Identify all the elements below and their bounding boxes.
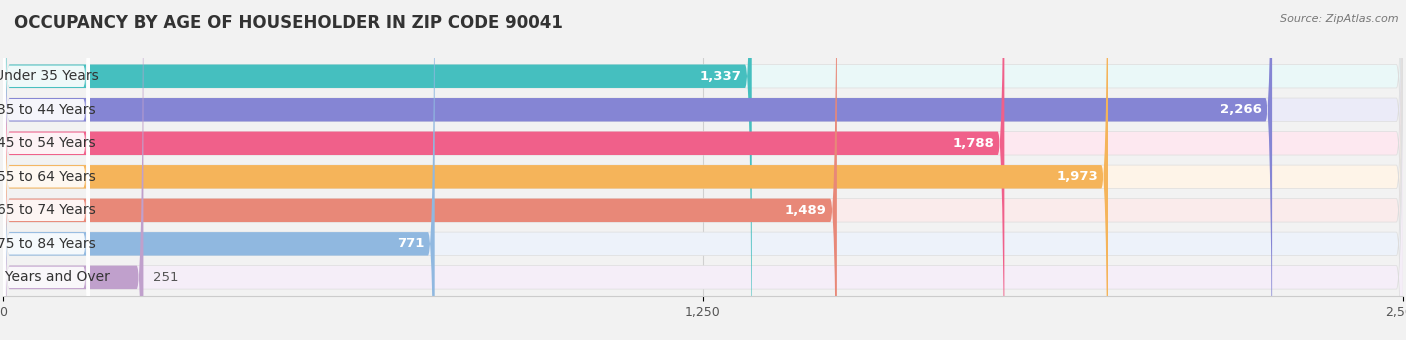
FancyBboxPatch shape xyxy=(3,0,1272,340)
FancyBboxPatch shape xyxy=(3,0,752,340)
Text: 85 Years and Over: 85 Years and Over xyxy=(0,270,110,284)
FancyBboxPatch shape xyxy=(3,0,90,340)
FancyBboxPatch shape xyxy=(3,0,90,340)
FancyBboxPatch shape xyxy=(3,0,1403,340)
FancyBboxPatch shape xyxy=(3,0,1403,340)
FancyBboxPatch shape xyxy=(3,0,837,340)
FancyBboxPatch shape xyxy=(3,0,1403,340)
Text: 2,266: 2,266 xyxy=(1220,103,1263,116)
Text: 55 to 64 Years: 55 to 64 Years xyxy=(0,170,96,184)
FancyBboxPatch shape xyxy=(3,0,1108,340)
FancyBboxPatch shape xyxy=(3,0,90,340)
FancyBboxPatch shape xyxy=(3,0,90,340)
Text: Source: ZipAtlas.com: Source: ZipAtlas.com xyxy=(1281,14,1399,23)
FancyBboxPatch shape xyxy=(3,0,434,340)
FancyBboxPatch shape xyxy=(3,0,1004,340)
FancyBboxPatch shape xyxy=(3,0,90,340)
Text: 65 to 74 Years: 65 to 74 Years xyxy=(0,203,96,217)
FancyBboxPatch shape xyxy=(3,0,143,340)
Text: 45 to 54 Years: 45 to 54 Years xyxy=(0,136,96,150)
Text: 251: 251 xyxy=(153,271,179,284)
FancyBboxPatch shape xyxy=(3,0,1403,340)
Text: 35 to 44 Years: 35 to 44 Years xyxy=(0,103,96,117)
Text: 1,489: 1,489 xyxy=(785,204,827,217)
Text: Under 35 Years: Under 35 Years xyxy=(0,69,98,83)
Text: 1,973: 1,973 xyxy=(1056,170,1098,183)
Text: 75 to 84 Years: 75 to 84 Years xyxy=(0,237,96,251)
Text: 771: 771 xyxy=(398,237,425,250)
FancyBboxPatch shape xyxy=(3,0,90,340)
FancyBboxPatch shape xyxy=(3,0,1403,340)
FancyBboxPatch shape xyxy=(3,0,1403,340)
FancyBboxPatch shape xyxy=(3,0,1403,340)
Text: OCCUPANCY BY AGE OF HOUSEHOLDER IN ZIP CODE 90041: OCCUPANCY BY AGE OF HOUSEHOLDER IN ZIP C… xyxy=(14,14,562,32)
FancyBboxPatch shape xyxy=(3,0,90,340)
Text: 1,337: 1,337 xyxy=(700,70,741,83)
Text: 1,788: 1,788 xyxy=(952,137,994,150)
